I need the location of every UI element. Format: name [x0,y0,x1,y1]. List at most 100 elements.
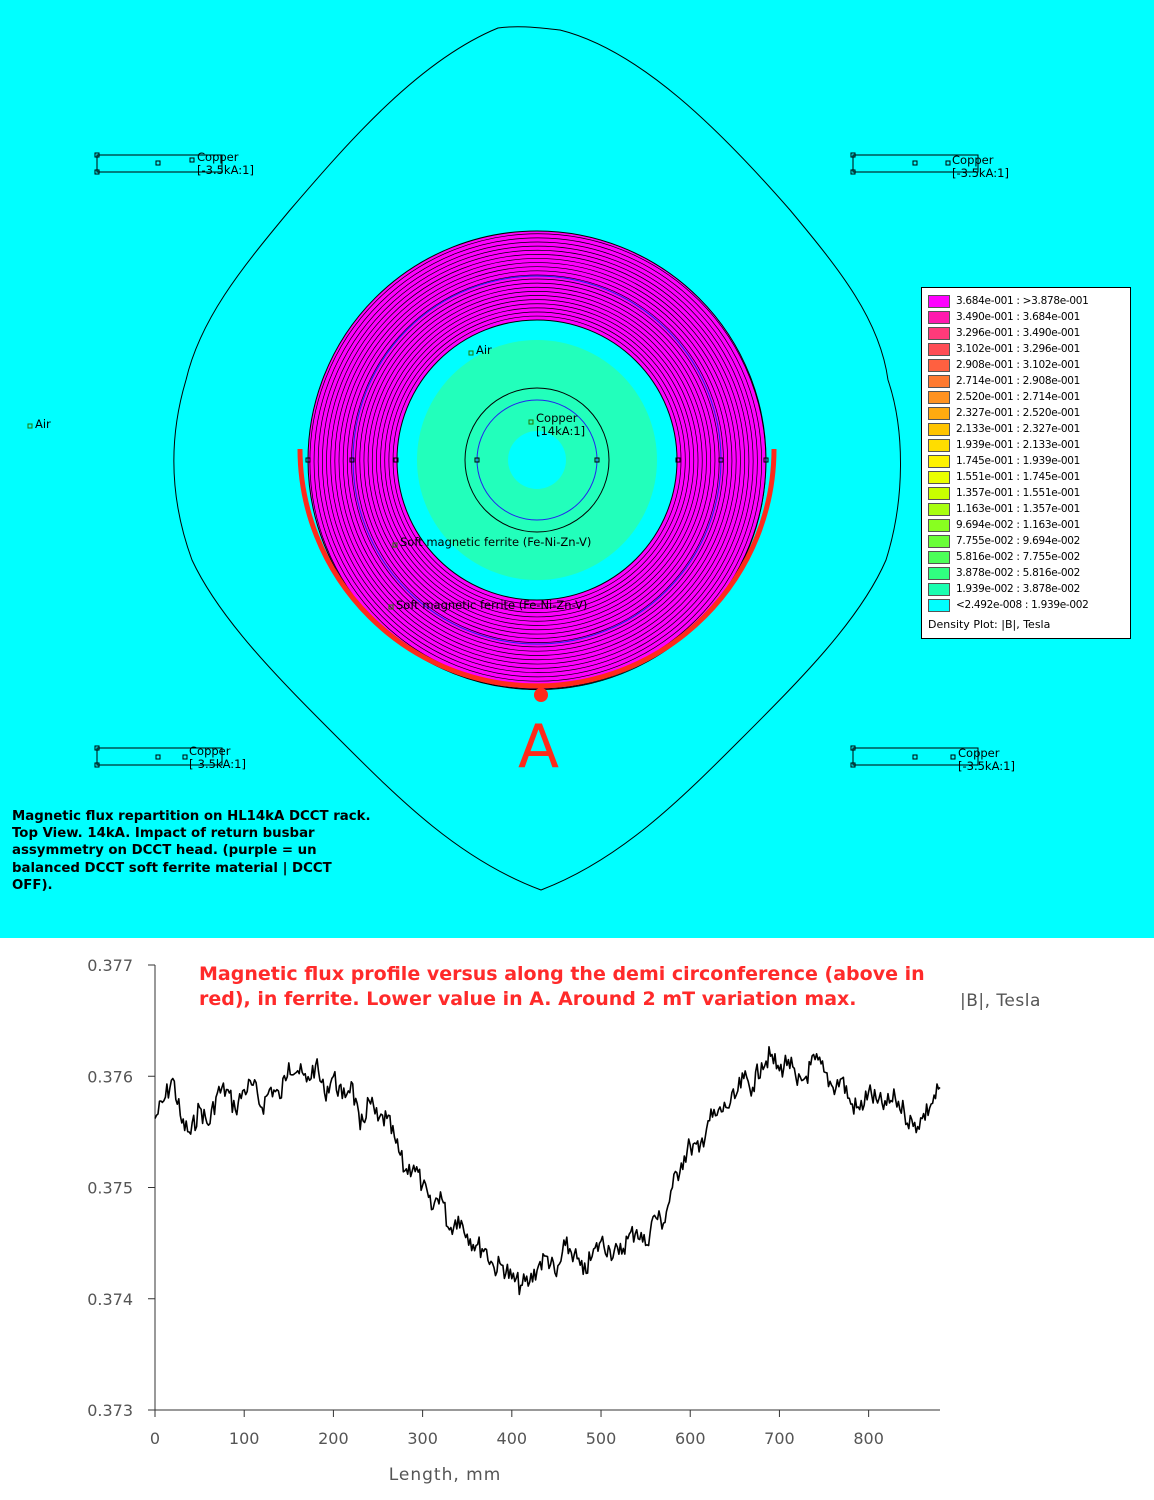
point-a-marker [534,688,548,702]
label-busbar-bl-current: [-3.5kA:1] [189,757,246,771]
legend-label: 1.939e-001 : 2.133e-001 [956,439,1081,451]
legend-swatch [928,470,950,484]
legend-label: 2.714e-001 : 2.908e-001 [956,375,1081,387]
y-axis-label: |B|, Tesla [960,991,1041,1011]
legend-label: 2.327e-001 : 2.520e-001 [956,407,1081,419]
busbar-bottom-right [850,745,979,768]
center-conductor-outline [464,387,610,533]
y-axis-ticks: 0.377 0.376 0.375 0.374 0.373 [87,956,155,1420]
legend-label: <2.492e-008 : 1.939e-002 [956,599,1089,611]
x-tick-label: 400 [497,1429,528,1448]
legend-entry: 3.296e-001 : 3.490e-001 [928,325,1080,341]
x-tick-label: 0 [150,1429,160,1448]
ring-contour-line [322,245,754,678]
legend-swatch [928,502,950,516]
legend-label: 3.102e-001 : 3.296e-001 [956,343,1081,355]
legend-label: 9.694e-002 : 1.163e-001 [956,519,1081,531]
legend-entry: 1.163e-001 : 1.357e-001 [928,501,1080,517]
busbar-top-right [850,152,979,175]
legend-swatch [928,598,950,612]
y-tick-label: 0.377 [87,956,133,975]
legend-entry: 3.102e-001 : 3.296e-001 [928,341,1080,357]
mesh-nodes [305,457,769,463]
label-air-left: Air [35,417,51,431]
legend-swatch [928,582,950,596]
busbar-top-left [94,152,223,175]
legend-swatch [928,294,950,308]
legend-swatch [928,486,950,500]
legend-swatch [928,342,950,356]
legend-swatch [928,406,950,420]
legend-swatch [928,326,950,340]
legend-entry: 7.755e-002 : 9.694e-002 [928,533,1080,549]
label-busbar-tl: Copper [197,150,239,164]
ring-contour-line [338,262,737,661]
ring-contour-line [346,270,729,652]
x-tick-label: 600 [675,1429,706,1448]
legend-label: 3.878e-002 : 5.816e-002 [956,567,1081,579]
label-air-inner: Air [476,343,492,357]
legend-swatch [928,374,950,388]
chart-title: Magnetic flux profile versus along the d… [199,963,925,1010]
flux-boundary-contour [173,26,901,891]
measurement-arc [297,448,777,689]
x-tick-label: 200 [318,1429,349,1448]
legend-entry: 2.327e-001 : 2.520e-001 [928,405,1080,421]
legend-swatch [928,518,950,532]
legend-entry: 9.694e-002 : 1.163e-001 [928,517,1080,533]
legend-title: Density Plot: |B|, Tesla [928,618,1051,631]
legend-label: 3.490e-001 : 3.684e-001 [956,311,1081,323]
legend-label: 2.908e-001 : 3.102e-001 [956,359,1081,371]
legend-swatch [928,550,950,564]
center-conductor-hole [508,431,566,489]
legend-swatch [928,454,950,468]
point-a-label: A [518,712,560,782]
ring-contour-line [384,307,690,613]
label-busbar-tr-current: [-3.5kA:1] [952,166,1009,180]
legend-label: 5.816e-002 : 7.755e-002 [956,551,1081,563]
label-busbar-bl: Copper [189,744,231,758]
legend-entry: 1.745e-001 : 1.939e-001 [928,453,1080,469]
legend-label: 3.684e-001 : >3.878e-001 [956,295,1089,307]
legend-label: 1.939e-002 : 3.878e-002 [956,583,1081,595]
ring-contour-line [326,249,750,673]
legend-entry: 1.357e-001 : 1.551e-001 [928,485,1080,501]
flux-profile-chart: 0.377 0.376 0.375 0.374 0.373 0 100 200 300 400 5… [87,956,1041,1485]
y-tick-label: 0.375 [87,1179,133,1198]
x-axis-label: Length, mm [389,1465,502,1485]
legend-label: 1.551e-001 : 1.745e-001 [956,471,1081,483]
ring-blue-outer [352,275,722,645]
label-ferrite-inner: Soft magnetic ferrite (Fe-Ni-Zn-V) [400,535,592,549]
ring-contour-line [367,291,707,631]
legend-entry: 2.714e-001 : 2.908e-001 [928,373,1080,389]
legend-swatch [928,438,950,452]
legend-entry: 5.816e-002 : 7.755e-002 [928,549,1080,565]
label-busbar-br-current: [-3.5kA:1] [958,759,1015,773]
busbar-bottom-left [94,745,223,768]
femm-density-plot [27,26,979,891]
legend-entry: 3.684e-001 : >3.878e-001 [928,293,1089,309]
label-busbar-tr: Copper [952,153,994,167]
ring-contour-line [376,299,699,622]
x-tick-label: 700 [764,1429,795,1448]
density-legend: 3.684e-001 : >3.878e-001 3.490e-001 : 3.6… [921,287,1131,639]
ring-contour-line [359,282,716,639]
label-ferrite-outer: Soft magnetic ferrite (Fe-Ni-Zn-V) [396,598,588,612]
label-copper-center-current: [14kA:1] [536,424,586,438]
x-tick-label: 500 [586,1429,617,1448]
ring-contour-line [334,258,741,665]
ring-flux-contours [309,233,767,691]
legend-swatch [928,358,950,372]
legend-label: 1.745e-001 : 1.939e-001 [956,455,1081,467]
label-busbar-tl-current: [-3.5kA:1] [197,163,254,177]
legend-entry: 3.490e-001 : 3.684e-001 [928,309,1080,325]
legend-label: 7.755e-002 : 9.694e-002 [956,535,1081,547]
legend-entry: <2.492e-008 : 1.939e-002 [928,597,1089,613]
legend-entry: 1.551e-001 : 1.745e-001 [928,469,1080,485]
legend-swatch [928,566,950,580]
x-tick-label: 800 [853,1429,884,1448]
y-tick-label: 0.373 [87,1401,133,1420]
x-tick-label: 100 [229,1429,260,1448]
simulation-caption: Magnetic flux repartition on HL14kA DCCT… [12,809,371,893]
label-markers [27,350,534,610]
